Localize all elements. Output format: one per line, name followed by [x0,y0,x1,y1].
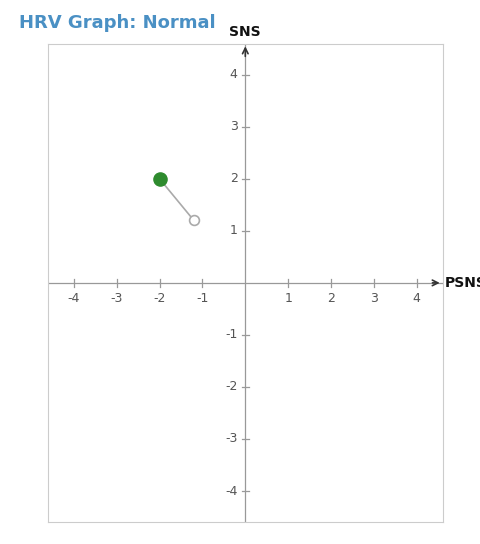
Text: 3: 3 [369,292,377,305]
Text: -4: -4 [68,292,80,305]
Text: -3: -3 [225,432,237,446]
Text: 4: 4 [229,68,237,81]
Text: -4: -4 [225,485,237,498]
Text: 1: 1 [284,292,291,305]
Text: SNS: SNS [229,26,261,39]
Text: 3: 3 [229,120,237,133]
Text: PSNS: PSNS [444,276,480,290]
Text: -2: -2 [153,292,166,305]
Text: HRV Graph: Normal: HRV Graph: Normal [19,14,216,32]
Text: -3: -3 [110,292,122,305]
Text: -2: -2 [225,380,237,393]
Text: -1: -1 [196,292,208,305]
Point [190,216,197,225]
Text: 1: 1 [229,224,237,237]
Text: 2: 2 [326,292,334,305]
Text: 2: 2 [229,172,237,186]
Text: 4: 4 [412,292,420,305]
Text: -1: -1 [225,329,237,342]
Point [156,175,163,183]
